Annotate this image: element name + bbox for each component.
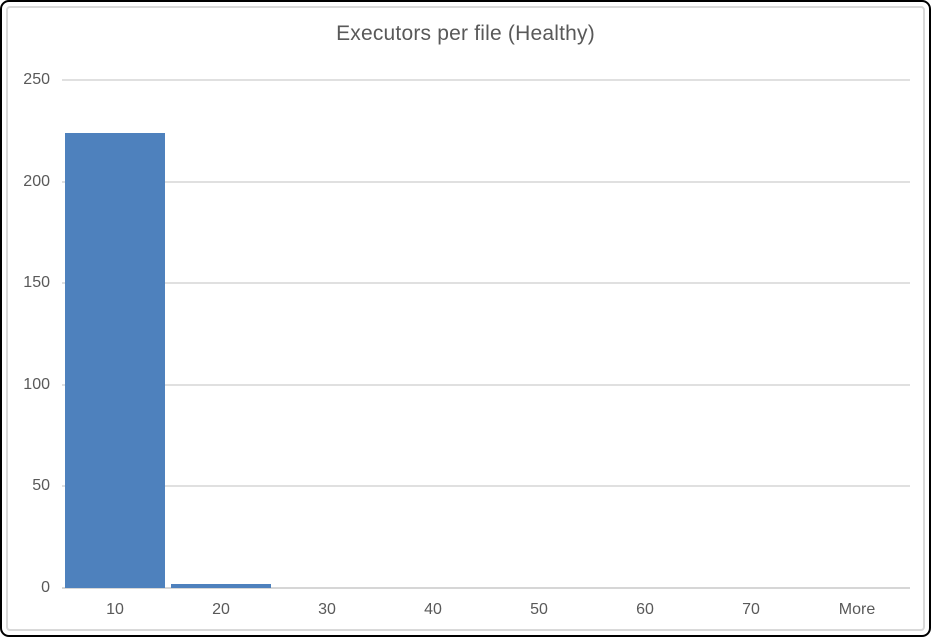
gridline (62, 383, 910, 386)
y-tick-label: 250 (23, 71, 50, 88)
gridline (62, 282, 910, 285)
x-tick-label: 20 (212, 601, 230, 618)
y-tick-label: 200 (23, 172, 50, 190)
gridline (62, 79, 910, 81)
x-tick-label: 40 (424, 601, 442, 618)
y-tick-label: 150 (23, 274, 50, 292)
y-tick-label: 50 (32, 477, 50, 495)
bar-20 (171, 584, 271, 588)
y-tick-label: 100 (23, 375, 50, 393)
x-tick-label: 30 (318, 601, 336, 618)
x-tick-label: More (838, 601, 876, 618)
gridline (62, 180, 910, 183)
chart-title: Executors per file (Healthy) (336, 22, 595, 45)
x-axis-line (62, 587, 910, 589)
gridline (62, 485, 910, 488)
chart-frame: Executors per file (Healthy) 0 50 100 150 20… (6, 6, 925, 631)
x-tick-label: 70 (742, 601, 760, 618)
plot-area (62, 79, 910, 589)
x-tick-label: 10 (106, 601, 124, 618)
x-tick-label: 50 (530, 601, 548, 618)
y-tick-label: 0 (41, 579, 50, 596)
x-tick-label: 60 (636, 601, 654, 618)
bar-10 (65, 133, 165, 588)
